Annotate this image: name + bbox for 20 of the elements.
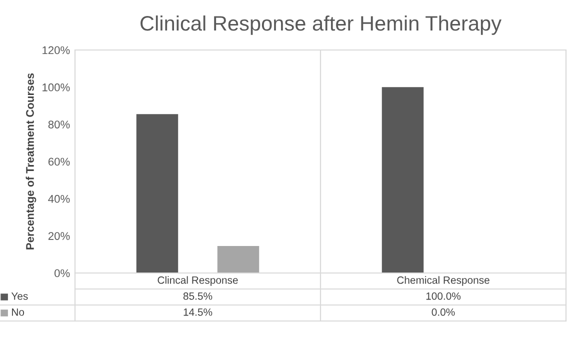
bar (217, 246, 260, 273)
y-tick-label: 40% (48, 194, 70, 203)
data-label: 14.5% (184, 308, 212, 316)
data-label: 85.5% (183, 292, 212, 300)
legend-label: No (12, 308, 24, 316)
bar (136, 114, 178, 273)
y-tick-label: 20% (48, 232, 70, 240)
x-tick-label: Clincal Response (158, 276, 238, 286)
y-tick-label: 60% (48, 158, 70, 166)
legend-label: Yes (11, 292, 28, 300)
y-tick-label: 0% (54, 269, 70, 278)
data-label: 0.0% (432, 308, 455, 316)
chart-title: Clinical Response after Hemin Therapy (140, 15, 502, 35)
y-tick-label: 80% (48, 120, 70, 128)
x-tick-label: Chemical Response (397, 276, 490, 286)
data-label: 100.0% (426, 292, 461, 300)
y-tick-label: 100% (42, 83, 70, 92)
bar (382, 87, 424, 273)
y-tick-label: 120% (42, 46, 70, 54)
y-axis-title: Percentage of Treatment Courses (26, 73, 36, 250)
